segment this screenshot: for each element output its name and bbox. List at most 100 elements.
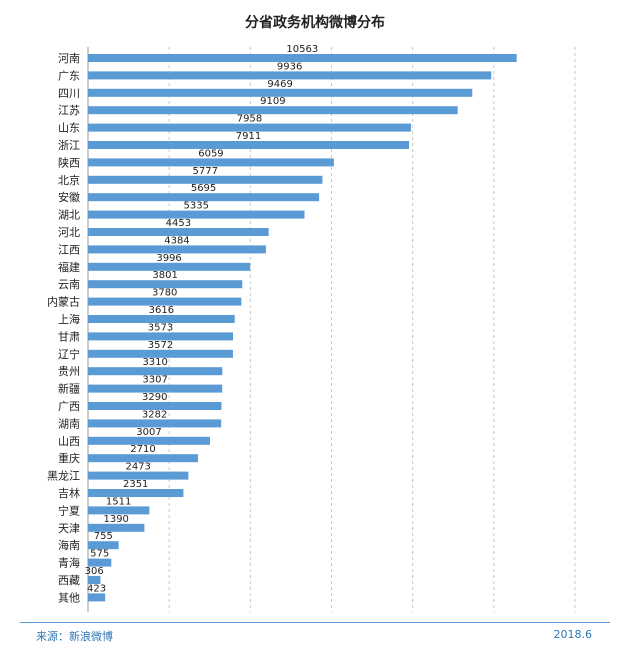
- category-label: 江西: [58, 243, 80, 256]
- bar: [88, 297, 242, 306]
- data-label: 4453: [166, 218, 191, 229]
- data-label: 3307: [142, 375, 167, 386]
- bar: [88, 384, 223, 393]
- data-label: 6059: [198, 148, 223, 159]
- data-label: 9469: [267, 79, 292, 90]
- category-label: 贵州: [58, 365, 80, 378]
- data-label: 2473: [125, 462, 150, 473]
- category-label: 福建: [58, 260, 80, 274]
- data-label: 2351: [123, 479, 148, 490]
- bar: [88, 402, 222, 410]
- data-label: 755: [94, 531, 113, 542]
- bar: [88, 141, 410, 149]
- bar: [88, 541, 119, 550]
- bar: [88, 158, 334, 167]
- category-label: 河北: [58, 226, 80, 239]
- data-label: 3572: [148, 340, 173, 351]
- data-label: 2710: [130, 444, 155, 455]
- data-label: 3290: [142, 392, 167, 403]
- bar: [88, 436, 211, 445]
- bar: [88, 280, 243, 289]
- data-label: 3310: [142, 357, 167, 368]
- data-label: 10563: [286, 44, 318, 55]
- source-label: 来源：新浪微博: [36, 630, 113, 643]
- footer-divider: [20, 622, 610, 623]
- data-label: 575: [90, 549, 109, 560]
- category-label: 新疆: [58, 382, 80, 396]
- bar: [88, 593, 106, 602]
- category-label: 西藏: [58, 574, 80, 587]
- category-label: 湖南: [58, 417, 80, 430]
- bar: [88, 419, 222, 428]
- data-label: 5335: [184, 201, 209, 212]
- category-label: 山西: [58, 435, 80, 448]
- category-label: 甘肃: [58, 330, 80, 343]
- category-label: 天津: [58, 522, 80, 535]
- data-label: 1390: [103, 514, 128, 525]
- bar: [88, 245, 266, 254]
- data-label: 5777: [192, 166, 217, 177]
- data-label: 4384: [164, 235, 189, 246]
- data-label: 3616: [149, 305, 174, 316]
- category-label: 云南: [58, 278, 80, 291]
- bar: [88, 106, 458, 115]
- category-label: 重庆: [58, 451, 80, 465]
- bar: [88, 471, 189, 480]
- category-label: 陕西: [58, 155, 80, 169]
- category-label: 山东: [58, 122, 80, 135]
- category-label: 青海: [58, 556, 80, 570]
- date-label: 2018.6: [553, 628, 593, 641]
- category-label: 海南: [58, 538, 80, 552]
- bar: [88, 349, 233, 358]
- category-label: 湖北: [58, 209, 80, 222]
- bar: [88, 523, 145, 532]
- bar: [88, 489, 184, 497]
- category-label: 广东: [58, 69, 80, 82]
- data-label: 7911: [236, 131, 261, 142]
- bar: [88, 506, 150, 515]
- data-label: 1511: [106, 496, 131, 507]
- category-label: 广西: [58, 400, 80, 413]
- bar: [88, 123, 411, 132]
- data-label: 423: [87, 583, 106, 594]
- category-label: 江苏: [58, 104, 80, 117]
- bar: [88, 88, 473, 97]
- bar: [88, 576, 101, 584]
- bar: [88, 210, 305, 219]
- data-label: 5695: [191, 183, 216, 194]
- data-label: 3996: [156, 253, 181, 264]
- bar: [88, 54, 517, 62]
- bar: [88, 262, 251, 271]
- bar: [88, 454, 198, 463]
- category-label: 河南: [58, 52, 80, 65]
- chart-title: 分省政务机构微博分布: [245, 15, 385, 31]
- category-label: 黑龙江: [47, 470, 80, 483]
- bar: [88, 228, 269, 236]
- category-label: 北京: [58, 173, 80, 187]
- data-label: 3007: [136, 427, 161, 438]
- data-label: 3780: [152, 288, 177, 299]
- category-label: 辽宁: [58, 347, 80, 361]
- category-label: 宁夏: [58, 503, 80, 517]
- bar: [88, 332, 234, 341]
- category-label: 浙江: [58, 139, 80, 152]
- data-label: 3282: [142, 409, 167, 420]
- bar: [88, 315, 235, 323]
- category-label: 安徽: [58, 190, 80, 204]
- data-label: 7958: [237, 114, 262, 125]
- data-label: 9936: [277, 61, 302, 72]
- category-label: 吉林: [58, 486, 80, 500]
- bar: [88, 367, 223, 376]
- category-label: 其他: [58, 591, 80, 604]
- data-label: 3573: [148, 322, 173, 333]
- bar: [88, 175, 323, 184]
- bar-chart: 河南 10563 广东 9936 四川 9469 江苏 9109 山东 7958 浙江 7911 陕西 6…: [47, 44, 576, 612]
- data-label: 9109: [260, 96, 285, 107]
- data-label: 3801: [152, 270, 177, 281]
- category-label: 内蒙古: [47, 295, 80, 309]
- bar: [88, 558, 112, 567]
- category-label: 四川: [58, 87, 80, 100]
- bar: [88, 71, 492, 80]
- category-label: 上海: [58, 312, 80, 326]
- bar: [88, 193, 320, 202]
